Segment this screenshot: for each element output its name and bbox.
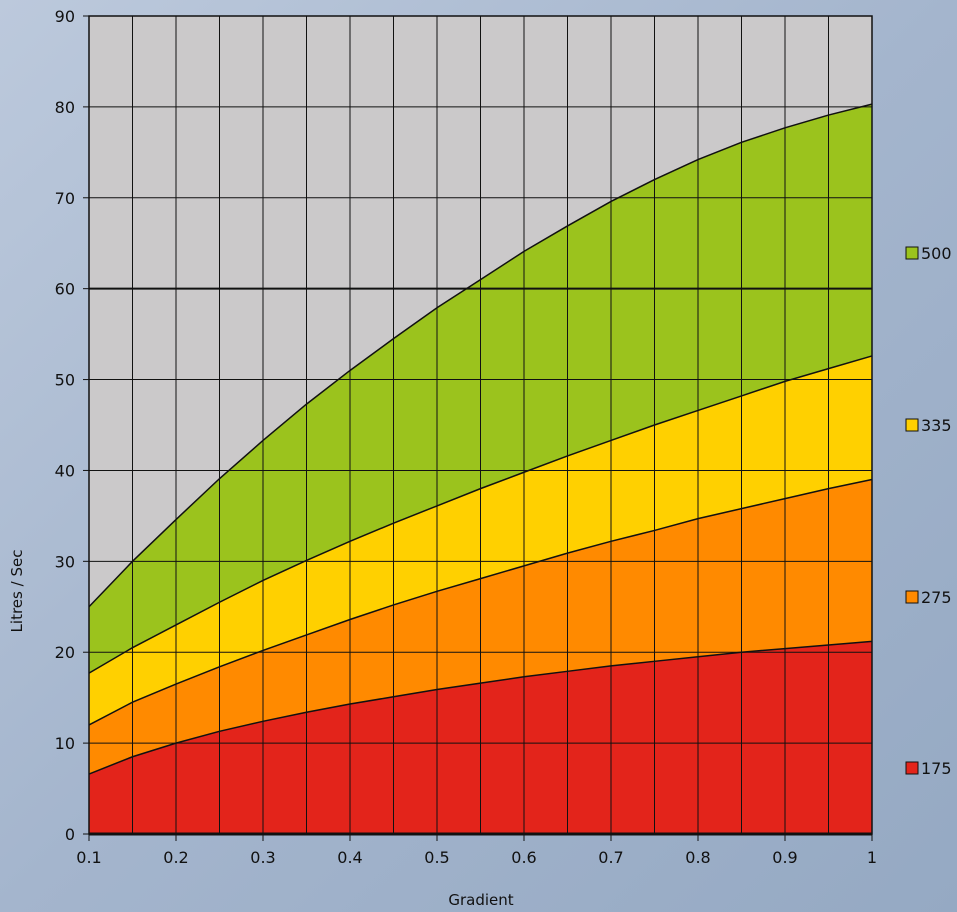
legend-swatch-335 [905,418,919,432]
legend-label-335: 335 [921,416,952,435]
x-tick-label: 0.6 [511,848,536,867]
x-tick-label: 0.7 [598,848,623,867]
y-tick-label: 60 [55,280,75,299]
y-tick-label: 80 [55,98,75,117]
x-tick-label: 0.2 [163,848,188,867]
x-tick-label: 0.8 [685,848,710,867]
y-tick-label: 20 [55,643,75,662]
y-tick-label: 0 [65,825,75,844]
x-tick-label: 0.5 [424,848,449,867]
series-line-500 [88,103,873,608]
y-tick-label: 90 [55,7,75,26]
x-tick-label: 1 [867,848,877,867]
legend-swatch-275 [905,590,919,604]
legend-label-275: 275 [921,588,952,607]
legend-label-175: 175 [921,759,952,778]
y-tick-label: 70 [55,189,75,208]
y-tick-label: 50 [55,371,75,390]
series-line-335 [88,355,873,674]
x-axis-title: Gradient [448,891,513,909]
x-tick-label: 0.4 [337,848,362,867]
series-line-175 [88,640,873,775]
y-axis-title: Litres / Sec [8,550,26,633]
series-line-275 [88,478,873,726]
y-tick-label: 40 [55,461,75,480]
legend-swatch-175 [905,761,919,775]
legend-swatch-500 [905,246,919,260]
y-tick-label: 30 [55,552,75,571]
x-tick-label: 0.9 [772,848,797,867]
legend-label-500: 500 [921,244,952,263]
x-tick-label: 0.3 [250,848,275,867]
y-tick-label: 10 [55,734,75,753]
x-tick-label: 0.1 [76,848,101,867]
